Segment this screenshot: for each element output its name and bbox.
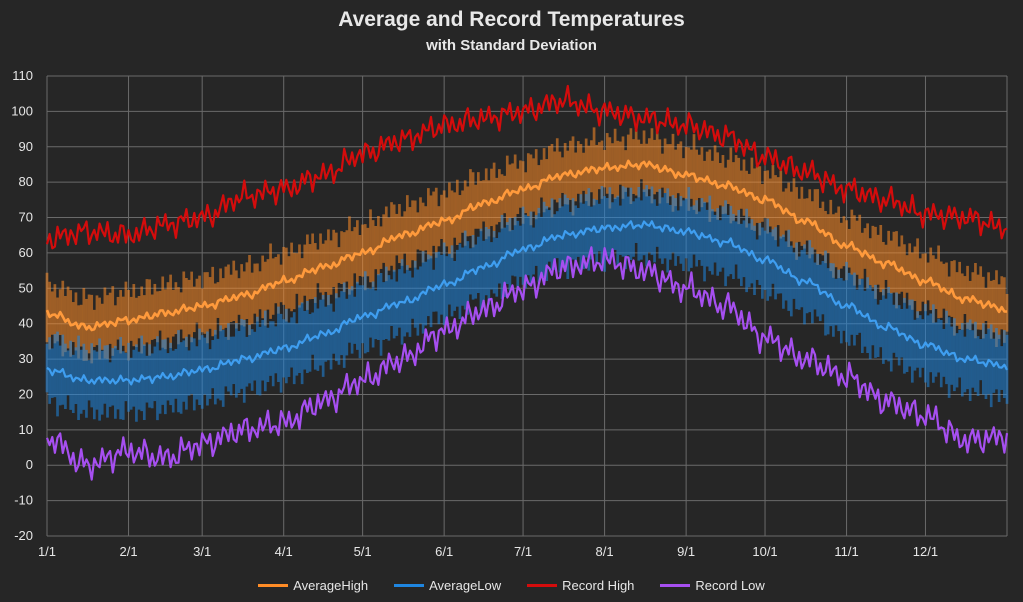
legend-item-record-high[interactable]: Record High: [527, 578, 634, 593]
legend-swatch-record-high: [527, 584, 558, 587]
y-tick-label: 80: [19, 174, 33, 189]
x-tick-label: 11/1: [834, 544, 858, 559]
legend-item-average-high[interactable]: AverageHigh: [258, 578, 368, 593]
legend-item-average-low[interactable]: AverageLow: [394, 578, 501, 593]
x-tick-label: 4/1: [275, 544, 293, 559]
legend-swatch-average-low: [394, 584, 425, 587]
legend-label-record-high: Record High: [562, 578, 635, 593]
x-tick-label: 7/1: [514, 544, 532, 559]
series-line-averagehigh: [45, 159, 1008, 332]
series-line-record-low: [45, 246, 1009, 481]
x-tick-label: 5/1: [354, 544, 372, 559]
std-dev-bands: [45, 127, 1009, 422]
series-line-record-high: [45, 84, 1008, 250]
y-tick-label: 10: [19, 422, 33, 437]
y-tick-label: 30: [19, 351, 33, 366]
y-tick-label: 50: [19, 280, 33, 295]
legend-label-average-high: AverageHigh: [293, 578, 369, 593]
legend: AverageHigh AverageLow Record High Recor…: [0, 578, 1023, 593]
x-tick-label: 10/1: [752, 544, 777, 559]
y-tick-label: 40: [19, 316, 33, 331]
y-tick-label: 60: [19, 245, 33, 260]
legend-item-record-low[interactable]: Record Low: [660, 578, 765, 593]
x-tick-label: 1/1: [38, 544, 56, 559]
chart-subtitle: with Standard Deviation: [426, 37, 597, 54]
x-tick-label: 6/1: [435, 544, 453, 559]
y-tick-label: -20: [14, 528, 33, 543]
legend-label-average-low: AverageLow: [429, 578, 502, 593]
x-tick-label: 9/1: [677, 544, 695, 559]
y-tick-label: 20: [19, 386, 33, 401]
y-tick-label: -10: [14, 493, 33, 508]
x-tick-label: 8/1: [596, 544, 614, 559]
legend-swatch-record-low: [660, 584, 691, 587]
x-tick-label: 3/1: [193, 544, 211, 559]
y-tick-label: 110: [12, 68, 33, 83]
series-line-averagelow: [46, 220, 1008, 386]
series-lines: [45, 84, 1009, 481]
x-tick-label: 12/1: [913, 544, 938, 559]
y-tick-label: 70: [19, 210, 33, 225]
chart-title: Average and Record Temperatures: [338, 8, 685, 31]
x-tick-label: 2/1: [119, 544, 137, 559]
y-tick-label: 90: [19, 139, 33, 154]
legend-label-record-low: Record Low: [695, 578, 765, 593]
y-tick-label: 0: [26, 457, 33, 472]
legend-swatch-average-high: [258, 584, 289, 587]
y-tick-label: 100: [11, 103, 33, 118]
